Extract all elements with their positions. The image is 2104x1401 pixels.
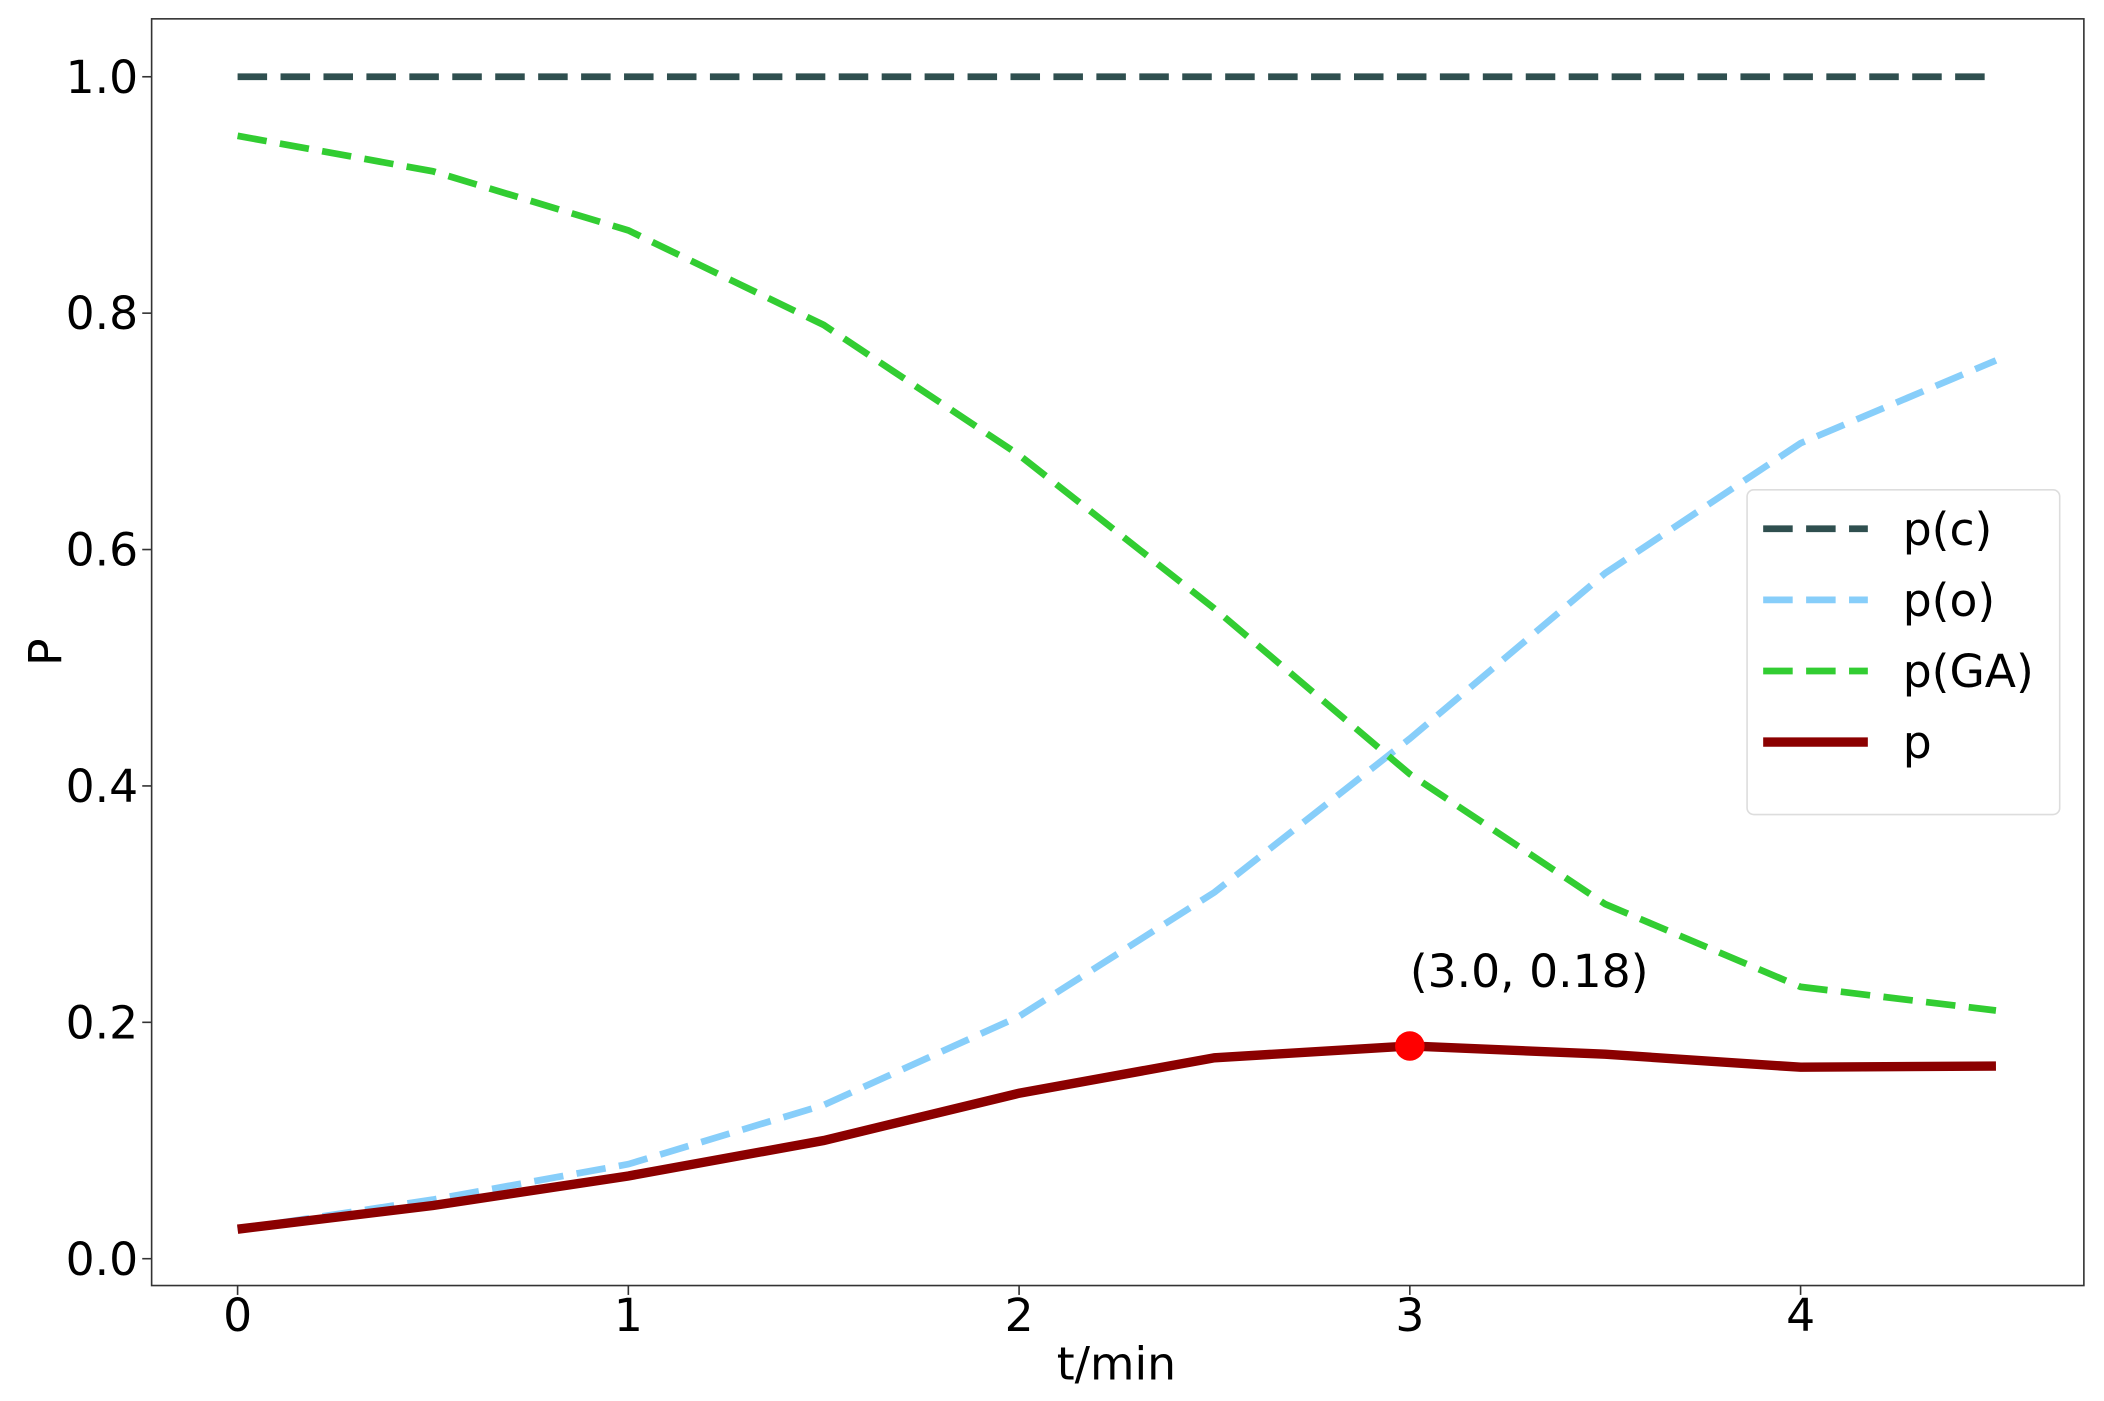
x-axis-label: t/min <box>1057 1337 1176 1390</box>
legend-label: p(GA) <box>1903 645 2034 698</box>
x-tick-label: 1 <box>614 1289 643 1342</box>
y-tick-label: 1.0 <box>66 51 139 104</box>
legend-label: p <box>1903 716 1932 769</box>
x-tick-label: 2 <box>1005 1289 1034 1342</box>
legend-label: p(c) <box>1903 503 1993 556</box>
y-tick-label: 0.8 <box>66 287 139 340</box>
series-line <box>236 132 1997 1014</box>
series-line <box>237 357 1998 1233</box>
y-axis-label: P <box>20 638 73 666</box>
annotation-point <box>1395 1031 1425 1061</box>
legend-label: p(o) <box>1903 574 1995 627</box>
x-tick-label: 4 <box>1786 1289 1815 1342</box>
x-tick-label: 0 <box>223 1289 252 1342</box>
y-tick-label: 0.2 <box>66 996 139 1049</box>
plot-frame <box>150 18 2085 1287</box>
y-tick-label: 0.4 <box>66 760 139 813</box>
y-tick-label: 0.0 <box>66 1233 139 1286</box>
series-line <box>237 1041 1996 1234</box>
x-tick-label: 3 <box>1395 1289 1424 1342</box>
legend-box <box>1746 489 2061 816</box>
y-tick-label: 0.6 <box>66 524 139 577</box>
annotation-text: (3.0, 0.18) <box>1410 945 1649 998</box>
